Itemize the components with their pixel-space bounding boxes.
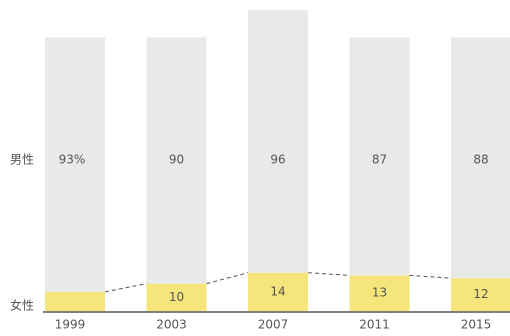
value-label: 88 xyxy=(473,153,488,167)
value-label: 93% xyxy=(59,153,86,167)
bar-segment xyxy=(349,275,410,311)
value-label: 10 xyxy=(169,290,184,304)
value-label: 13 xyxy=(372,286,387,300)
connector-line xyxy=(409,274,452,279)
value-label: 90 xyxy=(169,153,184,167)
x-tick-label: 1999 xyxy=(55,318,86,332)
legend-label: 男性 xyxy=(10,153,34,167)
x-tick-label: 2007 xyxy=(258,318,289,332)
value-label: 87 xyxy=(372,153,387,167)
x-tick-label: 2011 xyxy=(359,318,390,332)
value-label: 96 xyxy=(270,153,285,167)
bar-segment xyxy=(146,37,207,284)
value-label: 14 xyxy=(270,284,285,298)
x-tick-label: 2003 xyxy=(156,318,187,332)
x-tick-label: 2015 xyxy=(461,318,492,332)
bar-segment xyxy=(45,37,105,292)
connector-line xyxy=(307,272,350,276)
connector-line xyxy=(206,272,249,285)
bar-segment xyxy=(451,278,510,311)
value-label: 12 xyxy=(473,287,488,301)
bar-segment xyxy=(248,10,308,273)
bar-segment xyxy=(248,272,308,311)
connector-line xyxy=(104,283,147,293)
bar-segment xyxy=(146,283,207,311)
bar-segment xyxy=(349,37,410,276)
bar-segment xyxy=(451,37,510,279)
legend-label: 女性 xyxy=(10,298,34,313)
bar-segment xyxy=(45,291,105,311)
